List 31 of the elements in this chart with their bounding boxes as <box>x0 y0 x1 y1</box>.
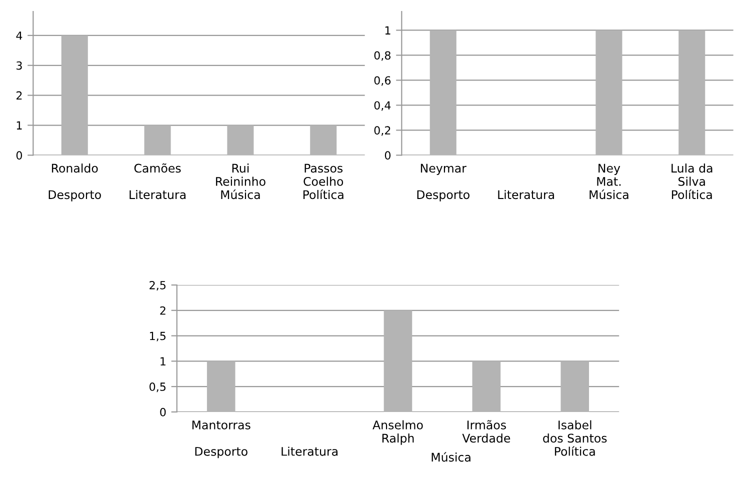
y-tick-label: 1 <box>385 26 390 34</box>
x-tick-label: Anselmo Ralph <box>372 420 423 445</box>
x-tick-label: Lula da Silva Política <box>672 164 712 200</box>
y-tick-label: 1,5 <box>150 332 166 342</box>
y-tick-label: 0,6 <box>374 76 391 86</box>
y-tick-label: 4 <box>16 32 22 40</box>
x-tick-label: Isabel dos Santos Política <box>543 420 607 456</box>
y-tick-label: 0,8 <box>374 51 390 61</box>
y-tick-label: 0,2 <box>374 126 390 136</box>
y-tick-label: 0 <box>16 151 22 160</box>
x-tick-label: Literatura <box>498 190 554 200</box>
y-tick-label: 0 <box>160 408 166 416</box>
y-tick-label: 2,5 <box>150 280 166 291</box>
y-tick-label: 0,4 <box>374 101 391 111</box>
x-tick-label: Ney Mat. Música <box>590 164 628 200</box>
y-tick-label: 1 <box>16 121 22 130</box>
y-tick-label: 1 <box>160 357 166 366</box>
y-tick-label: 2 <box>160 306 166 315</box>
y-tick-label: 2 <box>16 91 22 100</box>
x-tick-label: Literatura <box>282 446 338 456</box>
category-label: Neymar Desporto <box>417 164 470 202</box>
y-tick-label: 3 <box>16 61 22 70</box>
x-tick-label: Rui Reininho Música <box>216 164 266 200</box>
category-label: Camões Literatura <box>130 163 186 200</box>
y-tick-label: 0 <box>384 151 391 160</box>
x-tick-label: Irmãos Verdade <box>462 420 510 443</box>
category-label: Ronaldo Desporto <box>48 164 101 202</box>
category-label: Mantorras Desporto <box>192 420 250 458</box>
text: Música <box>432 452 470 462</box>
y-tick-label: 0,5 <box>150 382 166 392</box>
x-tick-label: Passos Coelho Política <box>303 164 344 200</box>
